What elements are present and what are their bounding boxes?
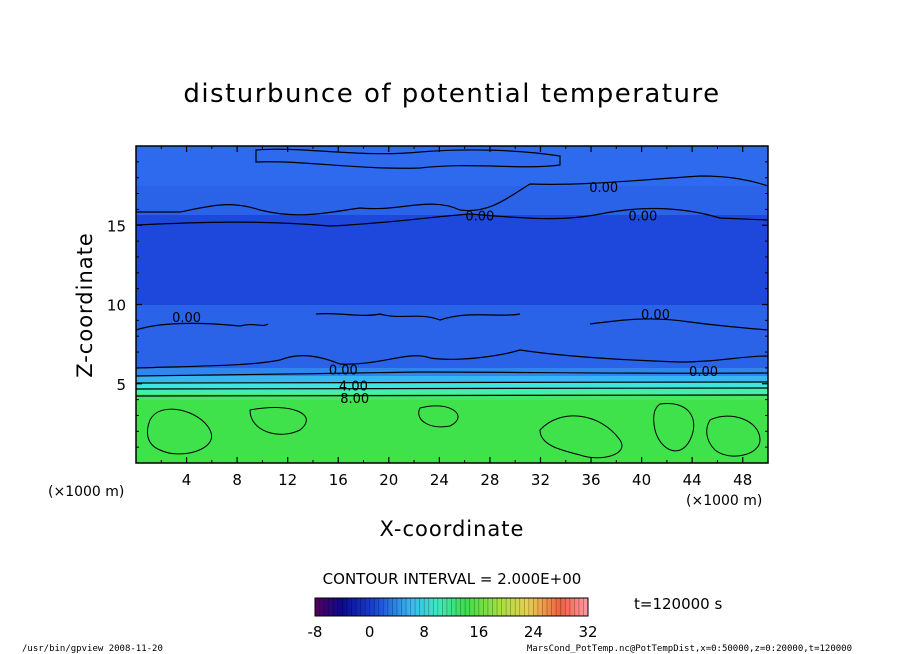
x-tick-label: 40: [632, 471, 651, 489]
x-axis: 4 8 12 16 20 24 28 32 36 40 44 48: [160, 146, 752, 489]
contour-6: [136, 387, 768, 390]
colorbar-tick-label: 16: [469, 623, 488, 641]
x-tick-label: 48: [733, 471, 752, 489]
contour-lower-5: [653, 403, 695, 452]
contour-zero-upper-2: [136, 207, 768, 227]
time-label: t=120000 s: [634, 595, 722, 613]
contour-lower-1: [146, 408, 213, 455]
x-unit-label: (×1000 m): [686, 493, 762, 509]
colorbar-tick-label: -8: [308, 623, 323, 641]
contour-zero-mid-2: [589, 318, 768, 331]
colorbar-stripes: [319, 598, 584, 616]
x-tick-label: 44: [683, 471, 702, 489]
field-transition-2: [136, 376, 768, 382]
footer-left: /usr/bin/gpview 2008-11-20: [22, 644, 163, 654]
x-tick-label: 16: [329, 471, 348, 489]
contour-4: [136, 381, 768, 384]
x-tick-label: 8: [232, 471, 242, 489]
colorbar-tick-label: 0: [365, 623, 375, 641]
contour-label: 0.00: [465, 210, 494, 225]
contour-zero-low: [136, 349, 768, 369]
x-axis-label: X-coordinate: [380, 517, 525, 541]
field-transition-3: [136, 382, 768, 388]
contour-label: 0.00: [628, 210, 657, 225]
contour-labels: 0.000.00 0.000.00 0.000.004.008.000.00: [172, 181, 718, 407]
contour-label: 4.00: [339, 379, 368, 394]
y-tick-label: 10: [107, 297, 126, 315]
colorbar-tick-label: 8: [419, 623, 429, 641]
x-tick-label: 12: [278, 471, 297, 489]
plot-area: 0.000.00 0.000.00 0.000.004.008.000.00: [136, 146, 768, 463]
colorbar: [314, 597, 589, 617]
contour-top: [255, 148, 561, 169]
chart-title: disturbunce of potential temperature: [183, 79, 720, 109]
x-tick-label: 32: [531, 471, 550, 489]
contour-2: [136, 371, 768, 377]
contour-label: 0.00: [172, 311, 201, 326]
x-tick-label: 4: [182, 471, 192, 489]
contour-label: 0.00: [641, 308, 670, 323]
contour-zero-upper: [136, 175, 768, 216]
colorbar-ticks: -8 0 8 16 24 32: [308, 623, 598, 641]
contour-zero-mid-3: [315, 313, 521, 321]
field-lower: [136, 400, 768, 463]
y-axis: 5 10 15: [107, 161, 768, 448]
contour-lower-2: [249, 406, 307, 435]
y-tick-label: 5: [116, 376, 126, 394]
x-tick-label: 28: [480, 471, 499, 489]
field-transition-4: [136, 388, 768, 394]
field-transition-5: [136, 394, 768, 400]
colorbar-tick-label: 32: [578, 623, 597, 641]
contour-lower-6: [706, 415, 761, 457]
contour-8: [136, 394, 768, 397]
y-tick-label: 15: [107, 217, 126, 235]
contour-lines: [136, 148, 768, 459]
contour-label: 8.00: [340, 392, 369, 407]
footer-right: MarsCond_PotTemp.nc@PotTempDist,x=0:5000…: [527, 644, 852, 654]
contour-label: 0.00: [689, 365, 718, 380]
x-tick-label: 36: [581, 471, 600, 489]
contour-lower-3: [418, 405, 459, 428]
contour-lower-4: [539, 415, 623, 459]
contour-label: 0.00: [329, 363, 358, 378]
z-unit-label: (×1000 m): [48, 484, 124, 500]
field-band-mid: [136, 215, 768, 305]
x-tick-label: 24: [430, 471, 449, 489]
x-tick-label: 20: [379, 471, 398, 489]
contour-label: 0.00: [589, 181, 618, 196]
contour-zero-mid: [136, 322, 269, 331]
contour-interval-text: CONTOUR INTERVAL = 2.000E+00: [323, 570, 582, 588]
colorbar-tick-label: 24: [524, 623, 543, 641]
y-axis-label: Z-coordinate: [73, 232, 97, 378]
